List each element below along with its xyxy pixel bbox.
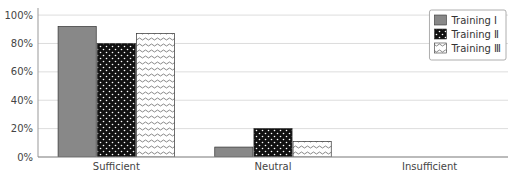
grid-line [38,157,508,158]
y-tick-label: 40% [11,95,33,106]
grid [38,15,508,157]
y-tick-label: 60% [11,66,33,77]
legend-swatch [434,43,446,53]
bar [215,147,253,157]
y-tick-label: 20% [11,123,33,134]
y-tick-label: 0% [17,152,33,163]
x-tick-label: Insufficient [402,161,457,172]
legend-label: Training I [450,15,497,26]
y-tick-label: 100% [4,10,33,21]
bar [58,26,96,157]
bar [254,129,292,157]
chart: 0% 20% 40% 60% 80% 100% Sufficient Neutral Insuf… [0,0,516,177]
bar [293,141,331,157]
bar [136,34,174,157]
bars [58,26,331,157]
legend-frame [429,10,506,60]
legend-swatch [434,29,446,39]
legend-swatch [434,15,446,25]
y-axis-line [38,8,39,157]
x-tick-label: Sufficient [93,161,140,172]
bar [97,43,135,157]
x-tick-label: Neutral [255,161,292,172]
x-axis-line [38,157,508,158]
legend-label: Training Ⅲ [450,43,501,54]
y-tick-label: 80% [11,38,33,49]
legend-label: Training Ⅱ [450,29,499,40]
legend: Training I Training Ⅱ Training Ⅲ [429,10,506,60]
